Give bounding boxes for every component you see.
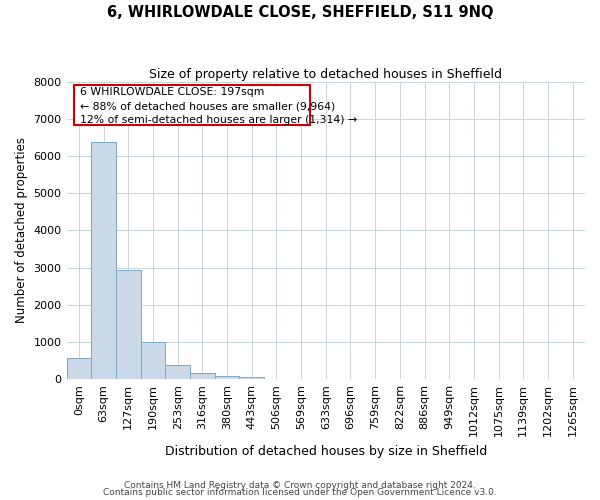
Bar [67,358,91,380]
Bar [91,142,116,380]
Bar [239,378,264,380]
Bar [215,376,239,380]
Title: Size of property relative to detached houses in Sheffield: Size of property relative to detached ho… [149,68,502,80]
FancyBboxPatch shape [74,84,310,125]
Bar [165,366,190,380]
Text: Contains public sector information licensed under the Open Government Licence v3: Contains public sector information licen… [103,488,497,497]
Bar [116,270,140,380]
X-axis label: Distribution of detached houses by size in Sheffield: Distribution of detached houses by size … [164,444,487,458]
Bar [140,342,165,380]
Text: Contains HM Land Registry data © Crown copyright and database right 2024.: Contains HM Land Registry data © Crown c… [124,480,476,490]
Text: 6, WHIRLOWDALE CLOSE, SHEFFIELD, S11 9NQ: 6, WHIRLOWDALE CLOSE, SHEFFIELD, S11 9NQ [107,5,493,20]
Text: 6 WHIRLOWDALE CLOSE: 197sqm
← 88% of detached houses are smaller (9,964)
12% of : 6 WHIRLOWDALE CLOSE: 197sqm ← 88% of det… [80,87,356,125]
Bar [190,373,215,380]
Y-axis label: Number of detached properties: Number of detached properties [15,138,28,324]
